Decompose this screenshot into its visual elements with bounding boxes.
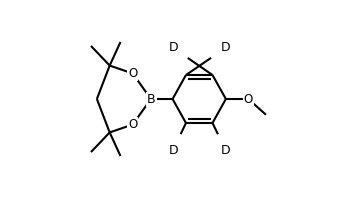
Text: D: D [168,144,178,157]
Text: D: D [221,41,230,54]
Text: O: O [244,92,253,106]
Text: D: D [221,144,230,157]
Text: O: O [128,118,137,131]
Text: D: D [168,41,178,54]
Text: B: B [147,92,155,106]
Text: O: O [128,67,137,80]
